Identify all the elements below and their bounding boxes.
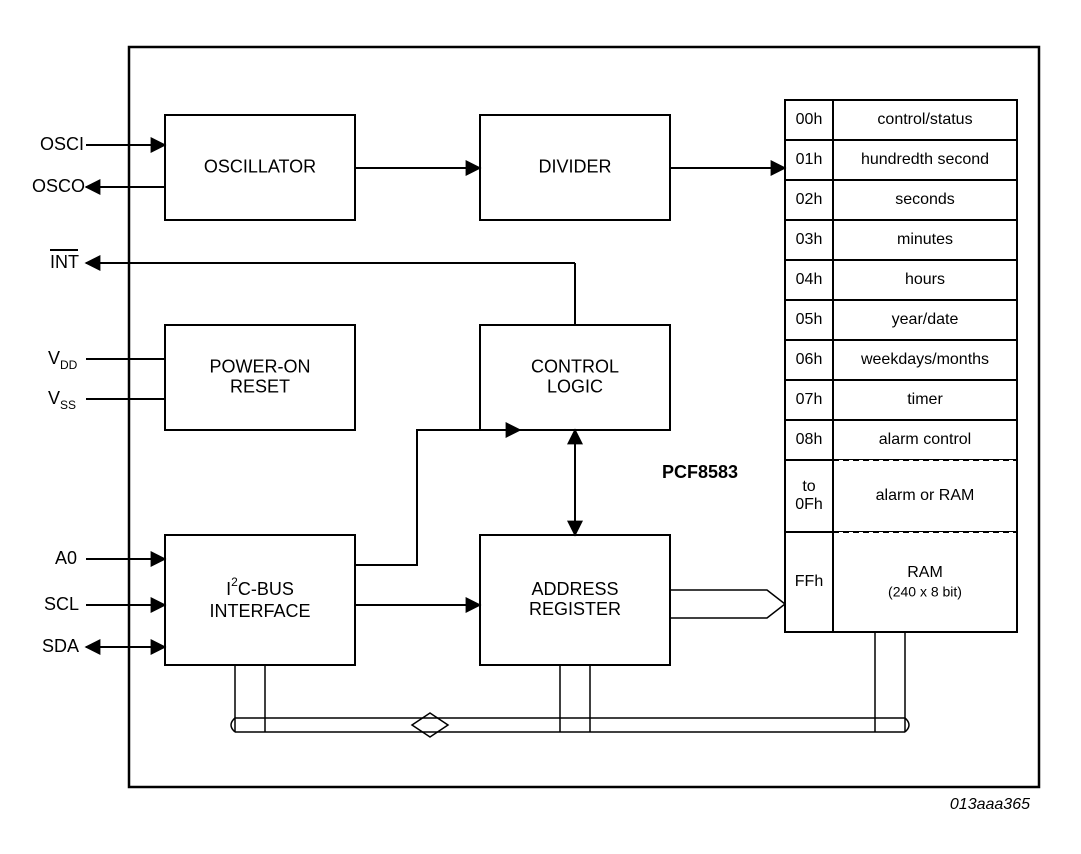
- reg-addr: to: [802, 478, 815, 495]
- reg-desc: minutes: [897, 231, 953, 248]
- scl-label: SCL: [44, 594, 79, 614]
- reg-addr: 04h: [796, 271, 823, 288]
- osco-label: OSCO: [32, 176, 85, 196]
- reg-desc-cell: [833, 532, 1017, 632]
- control-label: LOGIC: [547, 376, 603, 396]
- reg-desc: RAM: [907, 564, 943, 581]
- reg-desc: seconds: [895, 191, 955, 208]
- por-label: RESET: [230, 376, 290, 396]
- reg-addr: 03h: [796, 231, 823, 248]
- por-label: POWER-ON: [210, 356, 311, 376]
- bus-diamond: [412, 713, 448, 737]
- i2c-label2: INTERFACE: [209, 601, 310, 621]
- reg-desc2: (240 x 8 bit): [888, 584, 962, 600]
- divider-label: DIVIDER: [538, 156, 611, 176]
- reg-addr: 06h: [796, 351, 823, 368]
- control-label: CONTROL: [531, 356, 619, 376]
- address-label: REGISTER: [529, 599, 621, 619]
- vdd-label: VDD: [48, 348, 78, 372]
- reg-addr: 01h: [796, 151, 823, 168]
- sda-label: SDA: [42, 636, 79, 656]
- reg-addr: 0Fh: [795, 496, 823, 513]
- reg-desc: weekdays/months: [860, 351, 989, 368]
- chip-label: PCF8583: [662, 462, 738, 482]
- reg-desc: timer: [907, 391, 943, 408]
- address-label: ADDRESS: [531, 579, 618, 599]
- reg-desc: year/date: [892, 311, 959, 328]
- reg-desc: alarm or RAM: [876, 487, 975, 504]
- reg-addr: FFh: [795, 573, 823, 590]
- reg-addr: 08h: [796, 431, 823, 448]
- reg-desc: control/status: [877, 111, 972, 128]
- reg-addr: 02h: [796, 191, 823, 208]
- a0-label: A0: [55, 548, 77, 568]
- oscillator-label: OSCILLATOR: [204, 156, 316, 176]
- osci-label: OSCI: [40, 134, 84, 154]
- reg-desc: hours: [905, 271, 945, 288]
- addr-to-table-bus: [670, 590, 785, 618]
- reg-addr: 07h: [796, 391, 823, 408]
- reg-desc: alarm control: [879, 431, 971, 448]
- int-label: INT: [50, 252, 79, 272]
- vss-label: VSS: [48, 388, 76, 412]
- block-diagram: OSCILLATOR DIVIDER POWER-ONRESET CONTROLLOG…: [0, 0, 1081, 854]
- figure-id: 013aaa365: [950, 796, 1030, 813]
- reg-addr: 05h: [796, 311, 823, 328]
- reg-addr: 00h: [796, 111, 823, 128]
- reg-desc: hundredth second: [861, 151, 989, 168]
